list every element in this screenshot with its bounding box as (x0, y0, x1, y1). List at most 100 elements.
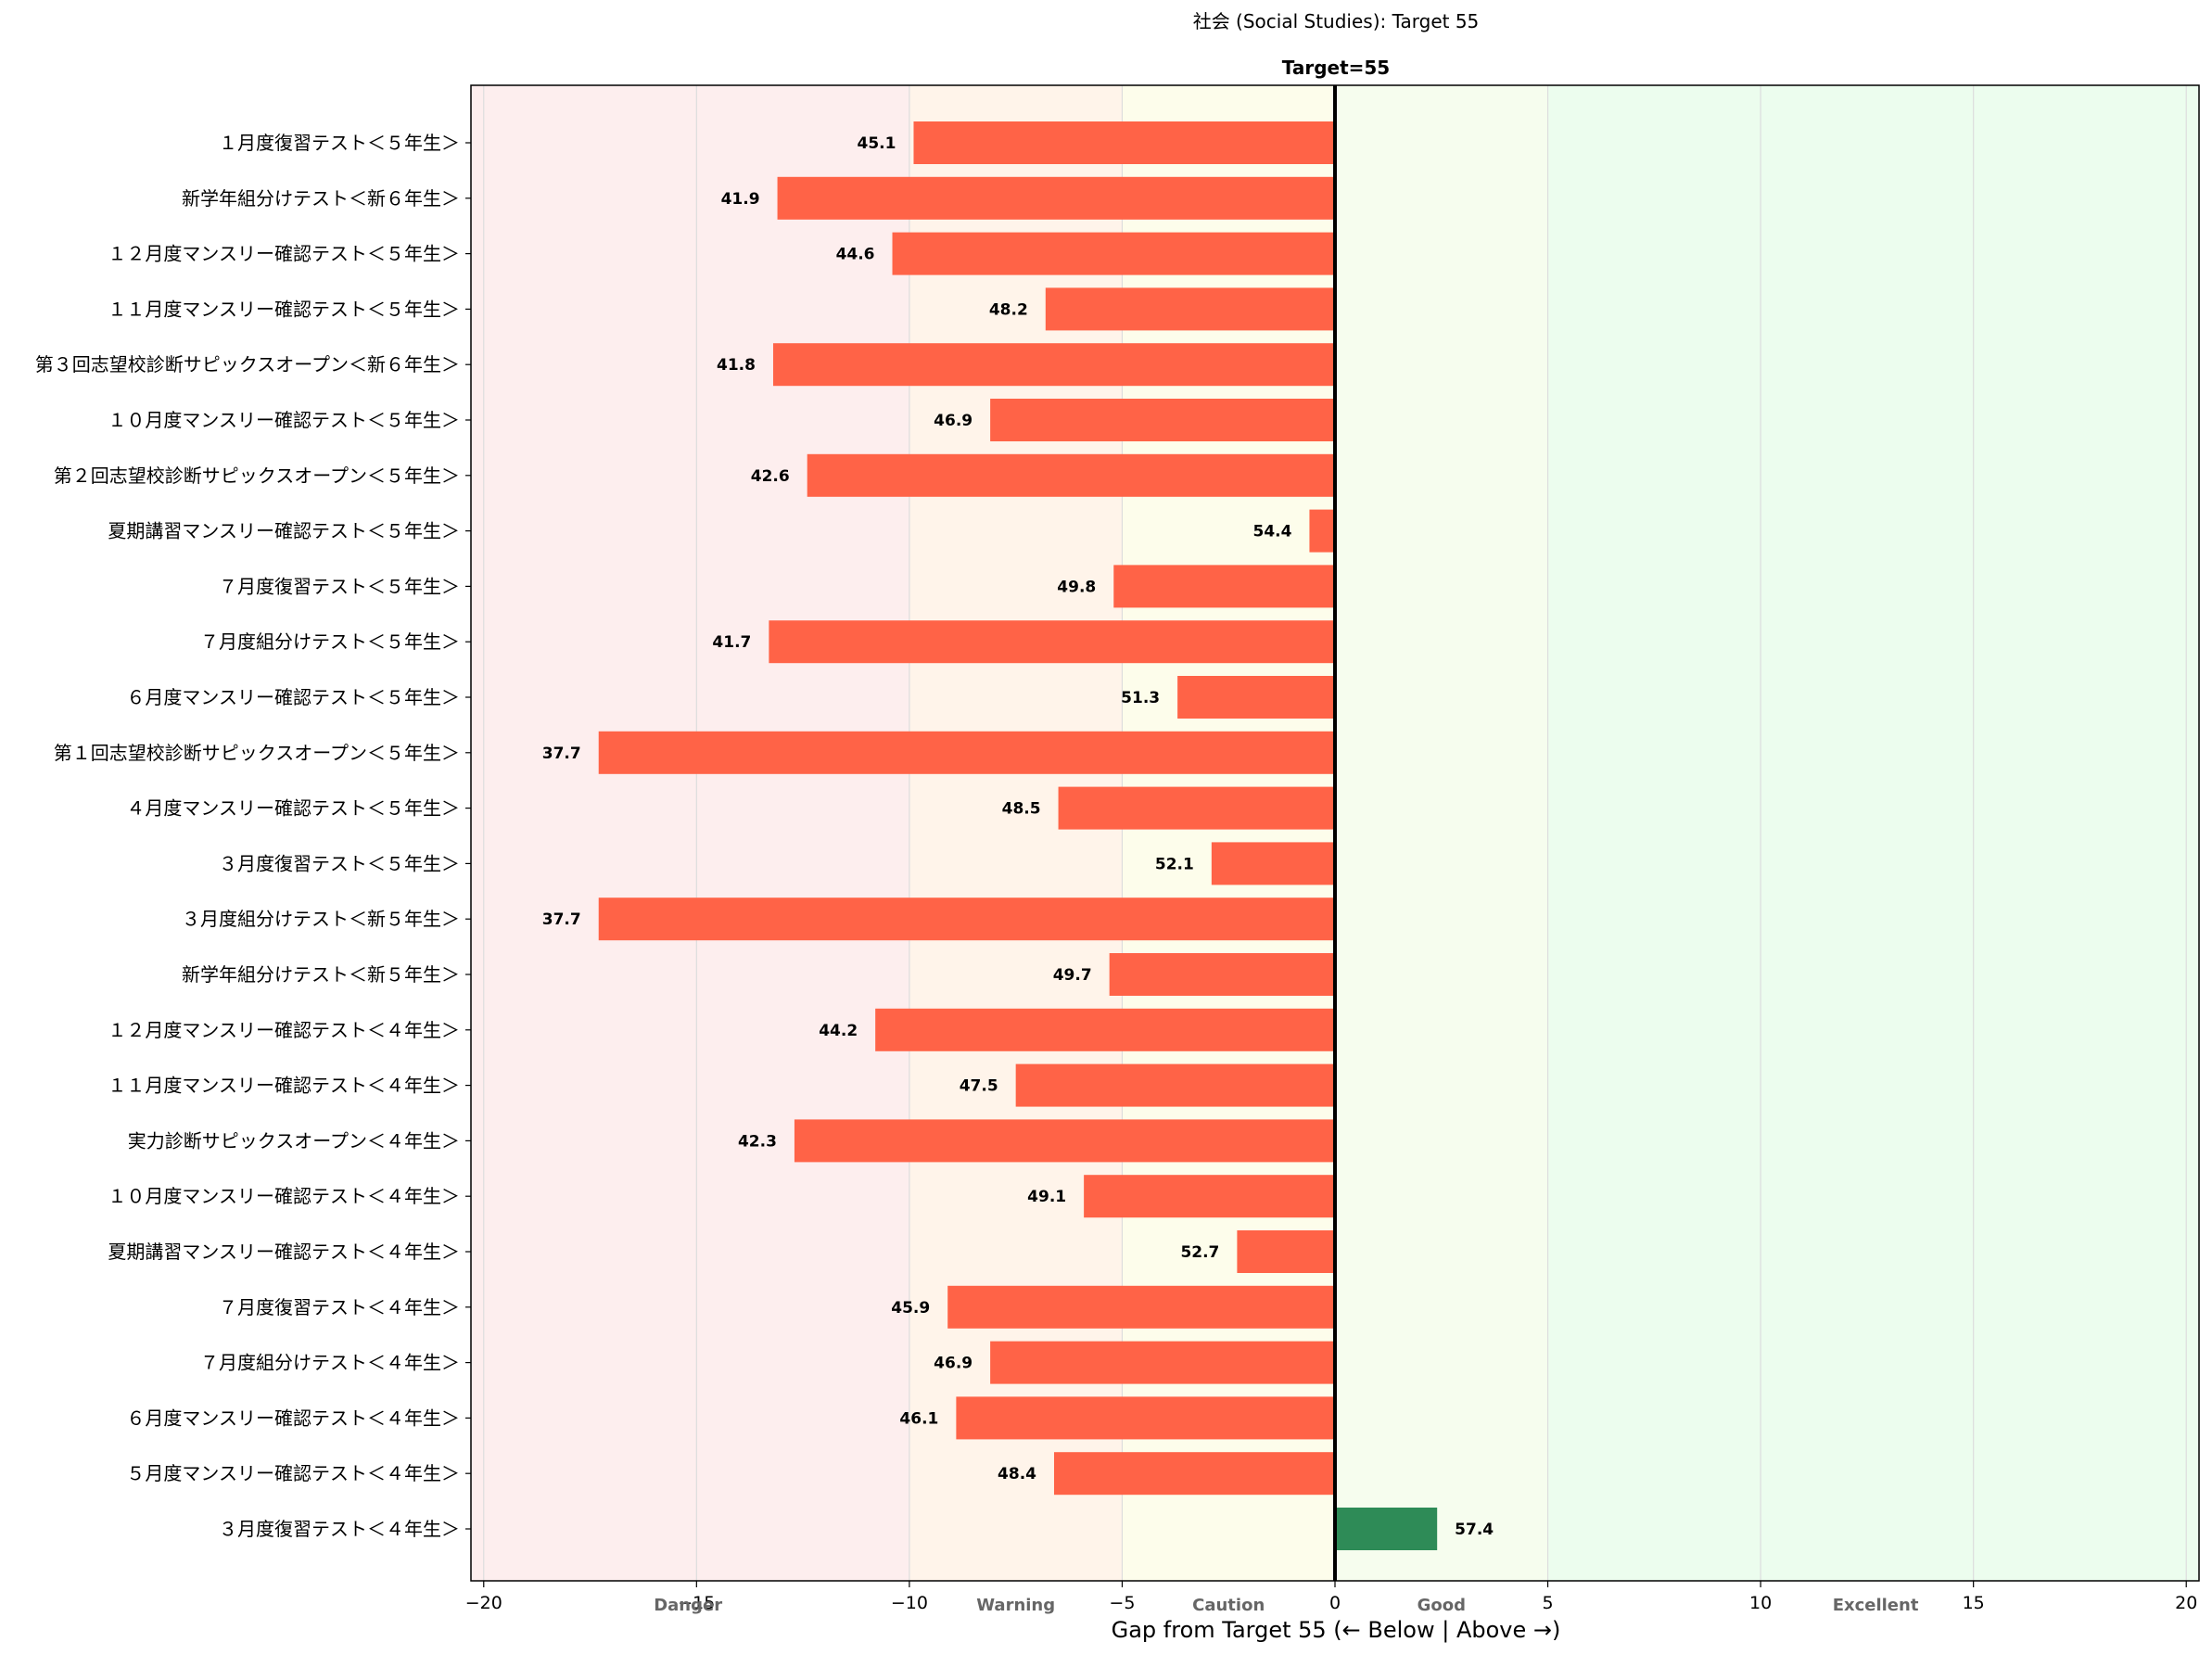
zone-bands (471, 85, 2199, 1581)
category-label: ７月度復習テスト＜４年生＞ (219, 1296, 460, 1318)
zone-label-caution: Caution (1192, 1596, 1265, 1615)
value-label: 49.7 (1053, 966, 1092, 985)
category-label: １月度復習テスト＜５年生＞ (219, 132, 460, 154)
category-label: 新学年組分けテスト＜新５年生＞ (182, 963, 460, 986)
value-label: 42.3 (738, 1132, 777, 1151)
bar (772, 343, 1335, 387)
x-tick-label: 0 (1329, 1593, 1341, 1613)
category-label: ６月度マンスリー確認テスト＜５年生＞ (126, 686, 460, 708)
value-label: 46.9 (934, 412, 973, 430)
bar (990, 1341, 1335, 1384)
bar (1109, 953, 1335, 996)
category-labels: １月度復習テスト＜５年生＞ 新学年組分けテスト＜新６年生＞ １２月度マンスリー確認テ… (35, 132, 471, 1540)
category-label: 実力診断サピックスオープン＜４年生＞ (128, 1129, 460, 1152)
bar (947, 1285, 1335, 1329)
bar (1309, 509, 1335, 553)
bars (598, 121, 1438, 1550)
category-label: １２月度マンスリー確認テスト＜５年生＞ (108, 243, 460, 265)
value-label: 44.2 (819, 1022, 858, 1040)
value-label: 54.4 (1253, 523, 1292, 541)
x-ticks: −20 −15 −10 −5 0 5 10 15 20 (465, 1581, 2197, 1613)
x-tick-label: −15 (678, 1593, 715, 1613)
category-label: １１月度マンスリー確認テスト＜４年生＞ (108, 1075, 460, 1097)
category-label: 第２回志望校診断サピックスオープン＜５年生＞ (54, 465, 460, 487)
category-label: 夏期講習マンスリー確認テスト＜４年生＞ (108, 1241, 460, 1263)
category-label: ５月度マンスリー確認テスト＜４年生＞ (126, 1462, 460, 1484)
x-axis-label: Gap from Target 55 (← Below | Above →) (1112, 1617, 1561, 1643)
category-label: 第３回志望校診断サピックスオープン＜新６年生＞ (35, 353, 460, 376)
bar (1058, 786, 1335, 830)
bar (1211, 842, 1335, 885)
bar (956, 1396, 1335, 1440)
zone-label-warning: Warning (976, 1596, 1055, 1615)
category-label: １０月度マンスリー確認テスト＜５年生＞ (108, 409, 460, 431)
zone-label-good: Good (1417, 1596, 1466, 1615)
category-label: １２月度マンスリー確認テスト＜４年生＞ (108, 1019, 460, 1041)
value-label: 41.9 (721, 190, 760, 209)
category-label: ３月度復習テスト＜５年生＞ (219, 852, 460, 874)
bar (598, 731, 1335, 774)
target-label: Target=55 (1282, 57, 1390, 79)
value-label: 52.7 (1180, 1243, 1219, 1262)
value-label: 47.5 (960, 1077, 998, 1096)
bar (875, 1008, 1335, 1051)
bar (769, 620, 1335, 664)
value-label: 45.9 (891, 1299, 930, 1318)
value-label: 57.4 (1455, 1521, 1494, 1539)
bar (1015, 1063, 1335, 1107)
x-tick-label: 15 (1963, 1593, 1985, 1613)
x-tick-label: 20 (2175, 1593, 2197, 1613)
value-label: 49.1 (1027, 1188, 1066, 1206)
category-label: 新学年組分けテスト＜新６年生＞ (182, 187, 460, 210)
value-labels: 45.1 41.9 44.6 48.2 41.8 46.9 42.6 54.4 49.8 41.7… (542, 134, 1494, 1539)
bar (1237, 1230, 1335, 1273)
category-label: ６月度マンスリー確認テスト＜４年生＞ (126, 1407, 460, 1429)
category-label: ７月度組分けテスト＜４年生＞ (200, 1352, 460, 1374)
x-tick-label: −20 (465, 1593, 502, 1613)
category-label: 第１回志望校診断サピックスオープン＜５年生＞ (54, 742, 460, 764)
x-tick-label: −5 (1109, 1593, 1135, 1613)
bar (1084, 1175, 1335, 1218)
x-tick-label: −10 (891, 1593, 928, 1613)
category-label: ３月度組分けテスト＜新５年生＞ (182, 908, 460, 930)
zone-band-good (1335, 85, 1548, 1581)
bar (913, 121, 1335, 164)
value-label: 44.6 (836, 246, 875, 264)
zone-labels: Danger Warning Caution Good Excellent (654, 1596, 1919, 1615)
category-label: １１月度マンスリー確認テスト＜５年生＞ (108, 298, 460, 320)
value-label: 37.7 (542, 745, 581, 763)
x-tick-label: 10 (1749, 1593, 1772, 1613)
chart-title: 社会 (Social Studies): Target 55 (1193, 10, 1480, 32)
category-label: ７月度復習テスト＜５年生＞ (219, 575, 460, 597)
bar (1335, 1508, 1438, 1550)
value-label: 41.8 (717, 356, 756, 375)
zone-label-excellent: Excellent (1833, 1596, 1919, 1615)
bar (598, 898, 1335, 941)
value-label: 42.6 (751, 467, 790, 486)
value-label: 48.4 (998, 1465, 1036, 1483)
bar (807, 453, 1335, 497)
value-label: 51.3 (1121, 689, 1160, 707)
grid-lines (483, 85, 2187, 1581)
value-label: 46.1 (899, 1409, 938, 1428)
category-label: １０月度マンスリー確認テスト＜４年生＞ (108, 1185, 460, 1207)
zone-band-danger (471, 85, 909, 1581)
zone-band-caution (1122, 85, 1335, 1581)
bar (892, 232, 1335, 275)
category-label: ３月度復習テスト＜４年生＞ (219, 1518, 460, 1540)
zone-band-warning (909, 85, 1123, 1581)
category-label: ７月度組分けテスト＜５年生＞ (200, 630, 460, 653)
bar (1053, 1452, 1335, 1496)
zone-label-danger: Danger (654, 1596, 722, 1615)
x-tick-label: 5 (1543, 1593, 1554, 1613)
category-label: ４月度マンスリー確認テスト＜５年生＞ (126, 797, 460, 820)
bar (1177, 676, 1335, 719)
bar (1045, 287, 1335, 331)
bar (794, 1119, 1335, 1163)
value-label: 48.2 (989, 300, 1028, 319)
zone-band-excellent (1547, 85, 2199, 1581)
value-label: 45.1 (858, 134, 896, 153)
value-label: 41.7 (712, 633, 751, 652)
category-label: 夏期講習マンスリー確認テスト＜５年生＞ (108, 520, 460, 542)
